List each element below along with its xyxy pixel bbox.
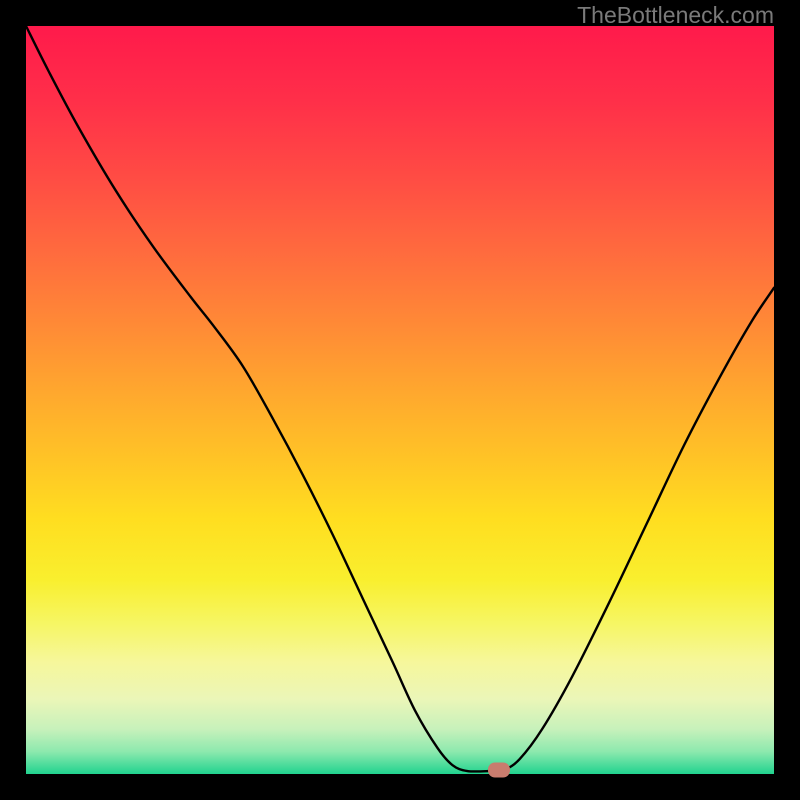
watermark-text: TheBottleneck.com <box>577 2 774 29</box>
optimal-point-marker <box>488 762 510 777</box>
bottleneck-curve <box>26 26 774 774</box>
plot-area <box>26 26 774 774</box>
curve-path <box>26 26 774 772</box>
